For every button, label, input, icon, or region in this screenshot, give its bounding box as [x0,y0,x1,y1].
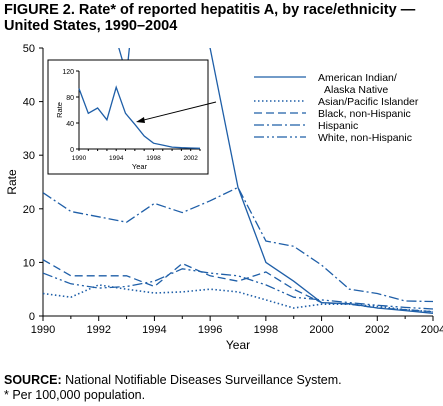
figure-footnotes: SOURCE: National Notifiable Diseases Sur… [4,373,342,403]
y-tick-label: 10 [23,257,35,269]
y-tick-label: 20 [23,204,35,216]
inset-x-tick-label: 1998 [146,155,161,162]
x-tick-label: 2004 [421,324,443,336]
inset-x-tick-label: 1990 [72,155,87,162]
inset-x-tick-label: 1994 [109,155,124,162]
x-tick-label: 1998 [254,324,278,336]
x-tick-label: 2000 [309,324,333,336]
legend-label: American Indian/Alaska Native [318,72,397,96]
legend-label: Black, non-Hispanic [318,108,411,120]
figure-title-line-1: FIGURE 2. Rate* of reported hepatitis A,… [4,2,416,18]
x-tick-label: 1992 [86,324,110,336]
legend-label: Hispanic [318,120,358,132]
inset-series-line [78,85,201,149]
series-line-dashed [43,259,434,313]
inset-x-tick-label: 2002 [183,155,198,162]
y-axis-title: Rate [5,169,19,195]
inset-y-tick-label: 0 [70,147,74,154]
y-tick-label: 30 [23,150,35,162]
source-note: SOURCE: National Notifiable Diseases Sur… [4,373,342,388]
inset-chart: 0 40 80 120 1990 1994 1998 2002 Year Rate [47,59,209,175]
series-line-dashdotdot [43,268,434,310]
inset-y-tick-label: 80 [66,95,74,102]
callout-arrow-head [136,117,145,123]
chart-legend: American Indian/Alaska NativeAsian/Pacif… [254,72,419,144]
rate-footnote: * Per 100,000 population. [4,388,146,402]
line-chart: 0 10 20 30 40 50 1990 1992 1994 1996 1998 2000 2002 2… [5,43,443,352]
inset-y-tick-label: 120 [62,69,74,76]
x-axis-title: Year [226,338,250,352]
legend-label: White, non-Hispanic [318,132,412,144]
inset-y-axis-title: Rate [55,102,64,118]
main-chart-series [43,48,434,314]
legend-label: Asian/Pacific Islander [318,96,419,108]
callout-arrow-line [140,101,217,122]
y-tick-label: 40 [23,97,35,109]
figure-title: FIGURE 2. Rate* of reported hepatitis A,… [4,2,440,34]
x-tick-label: 1994 [142,324,166,336]
main-chart-axes: 0 10 20 30 40 50 1990 1992 1994 1996 1998 2000 2002 2… [5,43,443,352]
source-text: National Notifiable Diseases Surveillanc… [61,373,342,387]
source-label: SOURCE: [4,373,62,387]
series-line-dashdot [43,186,434,303]
inset-callout-arrow [136,101,217,123]
figure-title-line-2: United States, 1990–2004 [4,18,178,34]
x-tick-label: 1990 [31,324,55,336]
y-tick-label: 0 [29,311,35,323]
inset-y-tick-label: 40 [66,121,74,128]
x-tick-label: 2002 [365,324,389,336]
x-tick-label: 1996 [198,324,222,336]
inset-x-axis-title: Year [132,162,148,171]
y-tick-label: 50 [23,43,35,55]
